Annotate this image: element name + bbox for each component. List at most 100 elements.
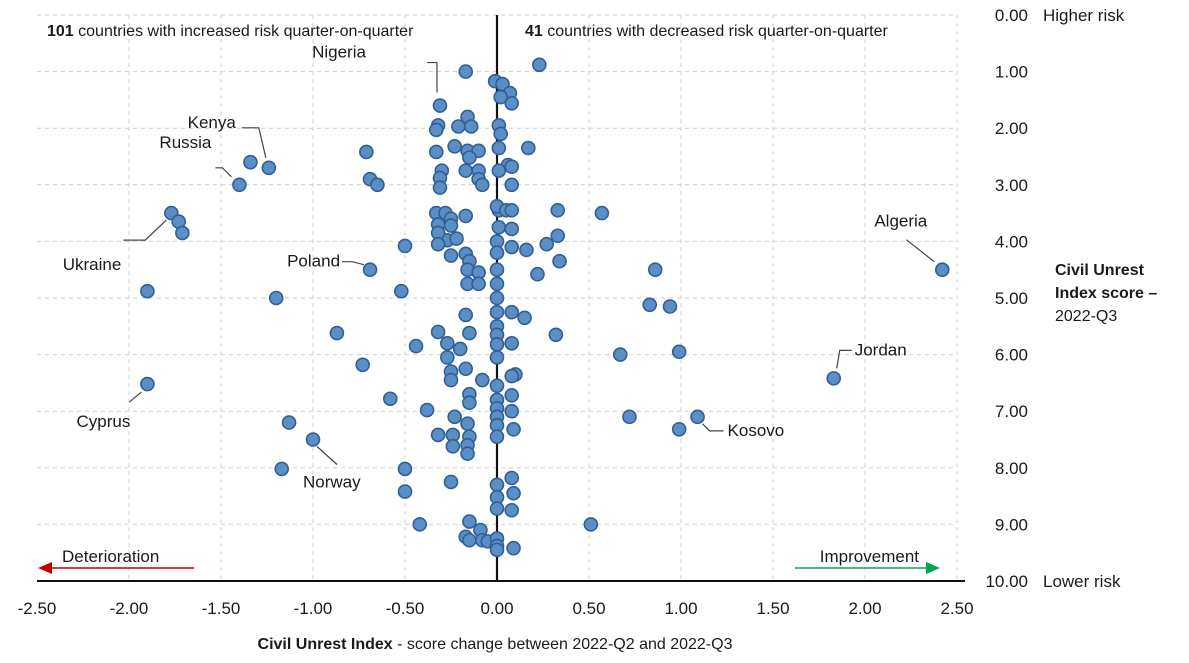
data-point: [443, 218, 459, 233]
left-note: 101 countries with increased risk quarte…: [47, 21, 447, 43]
data-point: [506, 485, 521, 501]
data-point: [443, 372, 459, 388]
left-note-text: countries with increased risk quarter-on…: [73, 23, 414, 40]
data-point: [489, 245, 505, 261]
data-point: [520, 140, 536, 156]
data-point: [491, 163, 507, 178]
data-point: [458, 163, 474, 178]
country-label-algeria: Algeria: [874, 212, 927, 231]
data-point: [489, 350, 505, 365]
data-point: [362, 262, 378, 278]
data-point: [443, 474, 459, 490]
right-note-count: 41: [525, 23, 543, 40]
data-point: [532, 57, 547, 73]
data-point: [462, 395, 477, 411]
data-point: [826, 371, 842, 386]
data-point: [550, 228, 566, 244]
data-point: [428, 122, 444, 138]
data-point: [412, 517, 428, 532]
data-point: [463, 119, 479, 134]
data-point: [489, 542, 505, 558]
y-tick-label: 7.00: [995, 402, 1028, 421]
x-tick-label: -0.50: [386, 599, 425, 618]
data-point: [504, 388, 520, 403]
x-tick-label: 1.00: [664, 599, 697, 618]
data-point: [460, 416, 475, 431]
country-label-nigeria: Nigeria: [312, 43, 366, 62]
x-tick-label: -2.00: [110, 599, 149, 618]
x-tick-label: 2.00: [848, 599, 881, 618]
country-label-ukraine: Ukraine: [63, 255, 122, 274]
leader-line: [702, 423, 724, 432]
country-label-kosovo: Kosovo: [728, 421, 785, 440]
leader-line: [342, 261, 365, 266]
data-point: [489, 290, 505, 306]
data-point: [474, 372, 490, 388]
data-point: [489, 304, 505, 320]
data-point: [504, 335, 520, 351]
country-label-norway: Norway: [303, 473, 361, 492]
x-axis-title-bold: Civil Unrest Index: [257, 636, 393, 653]
data-point: [175, 225, 190, 241]
data-point: [530, 266, 545, 282]
data-point: [504, 304, 520, 320]
country-label-kenya: Kenya: [188, 113, 237, 132]
data-point: [458, 361, 474, 377]
data-point: [447, 409, 462, 425]
y-tick-label: 8.00: [995, 459, 1028, 478]
deterioration-arrowhead: [38, 562, 52, 574]
data-point: [504, 202, 520, 218]
data-point: [506, 422, 521, 437]
data-point: [445, 438, 461, 454]
country-label-cyprus: Cyprus: [77, 412, 131, 431]
data-point: [583, 517, 599, 532]
y-top-label: Higher risk: [1043, 6, 1125, 25]
data-point: [359, 144, 374, 160]
data-point: [462, 532, 477, 548]
y-tick-label: 3.00: [995, 176, 1028, 195]
data-point: [491, 219, 507, 235]
y-axis-title-line3: 2022-Q3: [1055, 308, 1118, 325]
data-point: [430, 427, 446, 443]
data-point: [504, 470, 520, 486]
improvement-label: Improvement: [820, 547, 919, 566]
data-point: [419, 402, 435, 418]
data-point: [382, 391, 398, 407]
x-tick-label: -1.00: [294, 599, 333, 618]
data-point: [662, 299, 678, 314]
data-point: [370, 177, 385, 193]
data-point: [460, 446, 475, 461]
x-tick-label: -2.50: [18, 599, 57, 618]
data-point: [274, 461, 290, 477]
data-point: [443, 248, 459, 263]
data-point: [140, 283, 155, 299]
data-point: [504, 177, 520, 193]
leader-line: [905, 239, 935, 263]
data-point: [394, 283, 409, 299]
y-tick-label: 4.00: [995, 232, 1028, 251]
data-point: [462, 325, 477, 341]
data-point: [305, 432, 321, 447]
leader-line: [123, 219, 167, 241]
data-point: [329, 325, 345, 341]
data-point: [489, 378, 505, 394]
data-point: [432, 180, 448, 195]
data-point: [517, 310, 532, 326]
x-tick-label: 2.50: [940, 599, 973, 618]
data-point: [447, 139, 462, 154]
direction-arrows: Deterioration Improvement: [38, 547, 940, 574]
data-point: [506, 540, 521, 556]
data-point: [671, 422, 687, 437]
country-label-jordan: Jordan: [855, 340, 907, 359]
grid-lines: [37, 14, 958, 581]
country-label-poland: Poland: [287, 252, 340, 271]
data-point: [432, 98, 448, 113]
deterioration-label: Deterioration: [62, 547, 159, 566]
data-point: [232, 177, 247, 193]
leader-line: [316, 446, 338, 465]
y-tick-label: 9.00: [995, 515, 1028, 534]
data-point: [474, 177, 490, 193]
data-point: [397, 238, 413, 254]
data-point: [552, 253, 567, 269]
